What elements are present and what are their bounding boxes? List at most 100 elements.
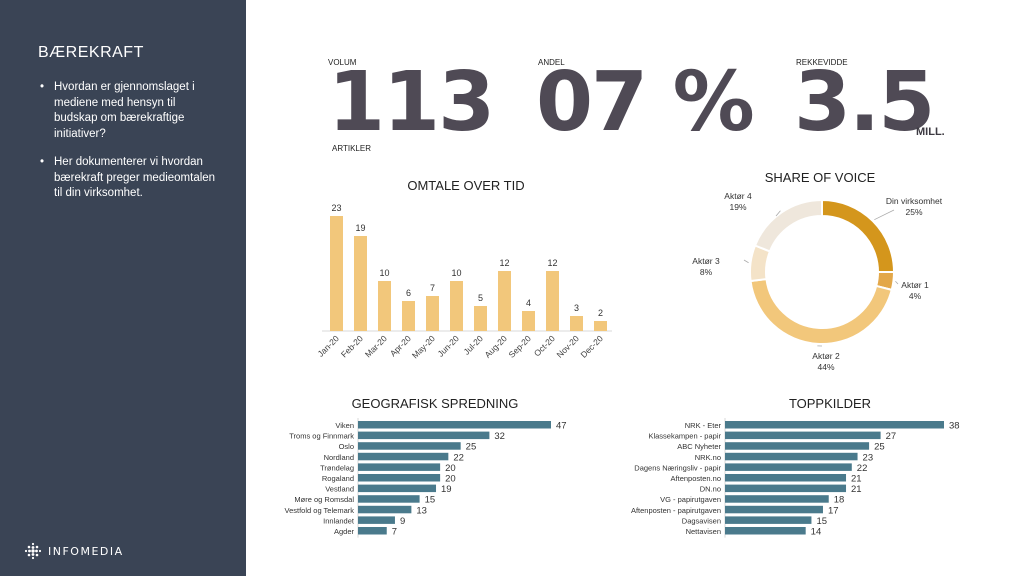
data-label: 4 (526, 298, 531, 308)
kpi-volum-sublabel: ARTIKLER (332, 144, 371, 153)
data-label: 7 (392, 527, 397, 538)
category-label: DN.no (700, 485, 721, 494)
leader-line (775, 210, 781, 217)
bar (358, 474, 441, 482)
logo-text: INFOMEDIA (48, 544, 124, 558)
data-label: 15 (816, 516, 827, 527)
kpi-andel-label: ANDEL (538, 58, 565, 67)
bar (358, 527, 387, 535)
toppkilder-chart-title: TOPPKILDER (788, 396, 872, 411)
x-tick-label: Jun-20 (435, 333, 461, 359)
data-label: 13 (416, 505, 427, 516)
slice-label: Din virksomhet (886, 196, 943, 206)
data-label: 21 (851, 484, 862, 495)
bar (725, 527, 806, 535)
kpi-volum-value: 113 (328, 55, 495, 150)
data-label: 3 (574, 303, 579, 313)
data-label: 20 (445, 463, 456, 474)
bullet-item: • Hvordan er gjennomslaget i mediene med … (40, 81, 195, 140)
bar (570, 316, 583, 331)
bar (725, 463, 852, 471)
x-tick-label: Feb-20 (339, 333, 365, 359)
bar (426, 296, 439, 331)
category-label: Viken (335, 421, 354, 430)
category-label: NRK.no (695, 453, 721, 462)
infomedia-logo: INFOMEDIA (24, 542, 124, 560)
omtale-chart-title: OMTALE OVER TID (407, 178, 525, 193)
data-label: 2 (598, 308, 603, 318)
category-label: Agder (334, 527, 355, 536)
leader-line (874, 209, 895, 221)
data-label: 47 (556, 421, 567, 432)
data-label: 21 (851, 474, 862, 485)
category-label: Troms og Finnmark (289, 432, 354, 441)
bar (358, 495, 420, 503)
data-label: 17 (828, 505, 839, 516)
x-tick-label: Apr-20 (388, 333, 413, 358)
data-label: 15 (425, 495, 436, 506)
data-label: 25 (466, 442, 477, 453)
omtale-over-tid-chart: 23Jan-2019Feb-2010Mar-206Apr-207May-2010… (316, 203, 612, 360)
intro-bullets: • Hvordan er gjennomslaget i mediene med … (38, 80, 218, 215)
data-label: 38 (949, 421, 960, 432)
data-label: 6 (406, 288, 411, 298)
data-label: 23 (863, 452, 874, 463)
data-label: 5 (478, 293, 483, 303)
bar (354, 236, 367, 331)
category-label: Vestfold og Telemark (285, 506, 355, 515)
data-label: 12 (499, 258, 509, 268)
sidebar: BÆREKRAFT • Hvordan er gjennomslaget i me… (0, 0, 246, 576)
x-tick-label: Aug-20 (482, 333, 509, 360)
x-tick-label: Mar-20 (363, 333, 389, 359)
slice-label: Aktør 3 (692, 256, 720, 266)
category-label: Vestland (325, 485, 354, 494)
x-tick-label: Oct-20 (532, 333, 557, 358)
bar (378, 281, 391, 331)
data-label: 18 (834, 495, 845, 506)
data-label: 23 (331, 203, 341, 213)
category-label: Aftenposten - papirutgaven (631, 506, 721, 515)
category-label: Nordland (324, 453, 354, 462)
category-label: NRK - Eter (685, 421, 722, 430)
geografisk-spredning-chart: Viken 47 Troms og Finnmark 32 Oslo 25 Nordland… (285, 418, 567, 538)
category-label: Dagens Næringsliv - papir (634, 463, 721, 472)
bar (725, 505, 823, 514)
bar (474, 306, 487, 331)
slice-label: Aktør 4 (724, 191, 752, 201)
data-label: 14 (811, 527, 822, 538)
bar (725, 495, 829, 503)
bar (358, 505, 412, 514)
leader-line (743, 259, 749, 264)
share-of-voice-title: SHARE OF VOICE (764, 170, 876, 185)
data-label: 10 (379, 268, 389, 278)
kpi-rekkevidde-value: 3.5 (794, 55, 935, 150)
bar (402, 301, 415, 331)
data-label: 9 (400, 516, 405, 527)
kpi-rekkevidde-unit: MILL. (916, 126, 945, 138)
bar (358, 421, 551, 429)
category-label: Nettavisen (686, 527, 721, 536)
kpi-rekkevidde-label: REKKEVIDDE (796, 58, 848, 67)
bar (725, 421, 944, 429)
category-label: ABC Nyheter (677, 442, 721, 451)
toppkilder-chart: NRK - Eter 38 Klassekampen - papir 27 ABC Ny… (631, 418, 960, 538)
bar (450, 281, 463, 331)
data-label: 20 (445, 474, 456, 485)
bar (358, 452, 449, 461)
geografisk-chart-title: GEOGRAFISK SPREDNING (351, 396, 519, 411)
category-label: Rogaland (322, 474, 354, 483)
slice-value-label: 19% (729, 202, 746, 212)
category-label: Innlandet (323, 516, 355, 525)
bullet-item: • Her dokumenterer vi hvordan bærekraft p… (40, 156, 216, 199)
kpi-volum-label: VOLUM (328, 58, 357, 67)
slice-value-label: 44% (817, 362, 834, 372)
category-label: Trøndelag (320, 463, 354, 472)
donut-slice (821, 198, 896, 273)
x-tick-label: May-20 (410, 333, 437, 360)
x-tick-label: Jan-20 (316, 333, 341, 359)
bar (498, 271, 511, 331)
category-label: Dagsavisen (682, 516, 721, 525)
page-title: BÆREKRAFT (38, 44, 144, 61)
data-label: 10 (451, 268, 461, 278)
